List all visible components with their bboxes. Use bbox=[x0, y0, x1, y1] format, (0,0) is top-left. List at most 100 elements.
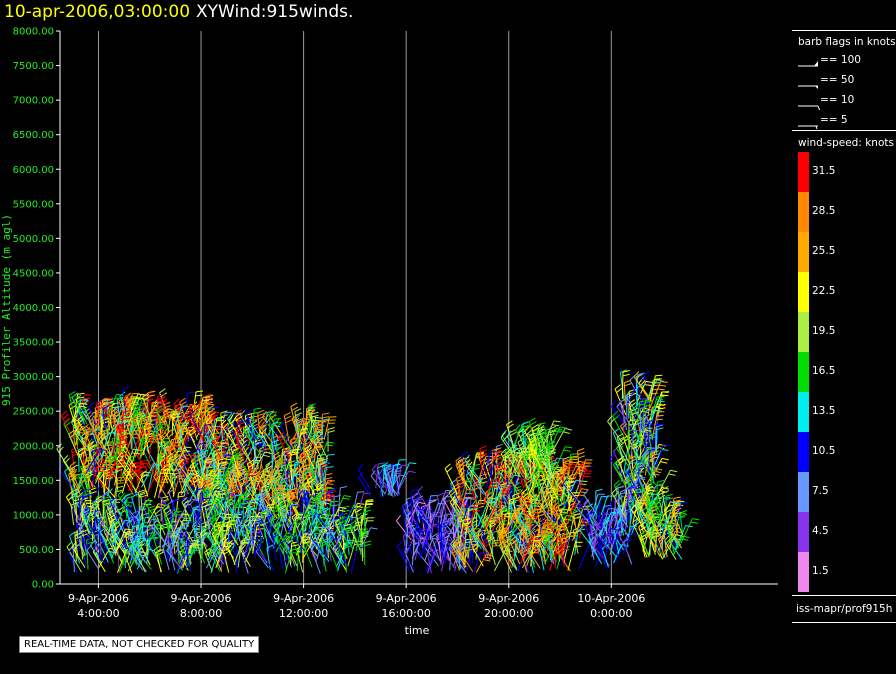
wind-barb bbox=[73, 395, 88, 425]
wind-barb bbox=[144, 420, 160, 445]
wind-barb bbox=[465, 470, 478, 498]
wind-barb bbox=[141, 463, 161, 488]
wind-barb bbox=[616, 525, 630, 557]
speed-level-label: 1.5 bbox=[812, 565, 829, 577]
wind-barb bbox=[189, 409, 202, 435]
wind-barb bbox=[370, 470, 386, 495]
wind-barb bbox=[363, 506, 371, 534]
wind-barb bbox=[115, 465, 123, 491]
wind-barb bbox=[266, 544, 274, 570]
speed-level-label: 7.5 bbox=[812, 485, 829, 497]
wind-barb bbox=[412, 492, 429, 520]
wind-barb bbox=[204, 547, 213, 572]
x-tick-date-label: 10-Apr-2006 bbox=[577, 592, 645, 605]
wind-barb bbox=[337, 486, 348, 517]
wind-barb bbox=[499, 487, 511, 510]
wind-barb bbox=[666, 521, 675, 547]
quality-notice: REAL-TIME DATA, NOT CHECKED FOR QUALITY bbox=[19, 636, 260, 653]
wind-barb bbox=[266, 513, 275, 539]
wind-barb bbox=[566, 480, 575, 511]
wind-barb bbox=[199, 448, 209, 473]
wind-barb bbox=[377, 464, 385, 497]
wind-barb bbox=[94, 509, 102, 536]
wind-barb bbox=[304, 444, 315, 470]
wind-barb bbox=[633, 371, 649, 399]
wind-barb bbox=[612, 428, 625, 460]
wind-barb bbox=[110, 497, 119, 522]
wind-barb bbox=[327, 427, 335, 452]
axis-layer: 0.00 500.00 1000.00 1500.00 2000.00 2500.00 30… bbox=[13, 27, 778, 620]
wind-barb bbox=[142, 392, 153, 423]
wind-barb bbox=[531, 456, 549, 478]
wind-barb bbox=[377, 469, 392, 492]
wind-barb bbox=[609, 453, 627, 481]
wind-barb bbox=[385, 467, 393, 497]
wind-barb bbox=[98, 433, 112, 457]
wind-barb bbox=[345, 524, 354, 551]
wind-barb bbox=[78, 489, 92, 519]
barb-symbol-icon bbox=[798, 85, 818, 89]
wind-barb bbox=[201, 500, 209, 529]
wind-barb bbox=[295, 533, 312, 556]
wind-barb bbox=[556, 503, 564, 536]
wind-barb bbox=[528, 432, 537, 463]
wind-barb bbox=[131, 493, 139, 523]
wind-barb bbox=[311, 496, 321, 529]
wind-barb bbox=[424, 512, 441, 540]
wind-barb bbox=[140, 490, 148, 522]
wind-barb bbox=[153, 518, 167, 545]
barb-legend-label: == 100 bbox=[820, 54, 861, 66]
wind-barb bbox=[647, 419, 656, 442]
wind-barb bbox=[431, 532, 441, 561]
wind-barb bbox=[253, 441, 264, 471]
wind-barb bbox=[647, 379, 661, 402]
wind-barb bbox=[371, 464, 387, 489]
wind-barb bbox=[398, 464, 408, 488]
valid-time-title: 10-apr-2006,03:00:00 bbox=[4, 2, 191, 22]
wind-barb bbox=[319, 538, 328, 572]
wind-barb bbox=[142, 518, 159, 539]
wind-barb bbox=[180, 523, 198, 551]
wind-barb bbox=[99, 522, 108, 556]
wind-barb bbox=[138, 416, 149, 439]
wind-barb bbox=[208, 504, 216, 529]
wind-barb bbox=[553, 446, 573, 472]
wind-barb bbox=[159, 523, 168, 549]
wind-barb bbox=[612, 410, 627, 441]
wind-barb bbox=[236, 418, 245, 448]
wind-barb bbox=[547, 506, 556, 530]
wind-barb bbox=[647, 499, 655, 528]
y-tick-label: 6000.00 bbox=[13, 165, 54, 176]
wind-barb bbox=[239, 460, 252, 491]
wind-barb bbox=[610, 400, 624, 424]
wind-barb bbox=[477, 476, 491, 503]
y-axis-label: 915 Profiler Altitude (m agl) bbox=[0, 214, 13, 406]
wind-barb bbox=[363, 540, 372, 566]
wind-barb bbox=[577, 448, 585, 478]
wind-barb bbox=[260, 508, 272, 539]
wind-barb bbox=[175, 491, 186, 523]
x-tick-time-label: 12:00:00 bbox=[279, 607, 328, 620]
wind-barb bbox=[625, 394, 634, 420]
wind-barb bbox=[680, 518, 700, 544]
wind-barb bbox=[500, 461, 520, 493]
wind-barb bbox=[527, 544, 541, 569]
wind-barb bbox=[357, 464, 371, 490]
wind-barb bbox=[202, 423, 212, 449]
wind-barb bbox=[359, 527, 378, 550]
wind-barb bbox=[95, 399, 104, 427]
wind-barb bbox=[162, 541, 170, 571]
speed-level-label: 19.5 bbox=[812, 325, 836, 337]
wind-barb bbox=[102, 468, 111, 493]
speed-color-swatch bbox=[798, 432, 809, 472]
wind-barb bbox=[166, 443, 180, 474]
wind-barb bbox=[503, 476, 525, 502]
wind-barb bbox=[655, 427, 664, 454]
x-tick-date-label: 9-Apr-2006 bbox=[273, 592, 334, 605]
y-tick-label: 2000.00 bbox=[13, 441, 54, 452]
wind-barb bbox=[88, 416, 100, 441]
wind-barb bbox=[512, 492, 520, 522]
wind-barb bbox=[479, 445, 488, 475]
wind-barb bbox=[485, 463, 502, 488]
wind-barb bbox=[206, 517, 214, 544]
